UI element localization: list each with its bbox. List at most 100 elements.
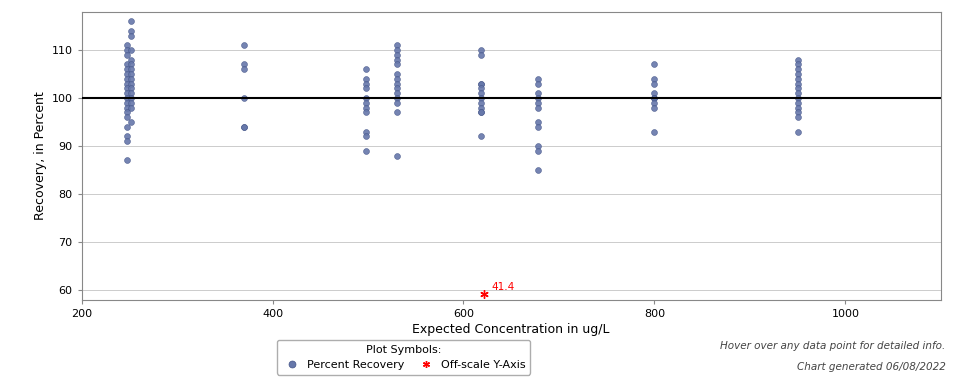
Point — [473, 52, 489, 58]
Point — [389, 42, 404, 48]
Point — [647, 95, 662, 101]
Point — [120, 100, 135, 106]
Point — [530, 104, 545, 111]
Point — [647, 104, 662, 111]
Point — [530, 95, 545, 101]
Point — [120, 138, 135, 144]
Point — [124, 71, 139, 77]
Point — [530, 167, 545, 173]
Point — [389, 85, 404, 91]
Point — [358, 66, 373, 72]
Point — [120, 76, 135, 82]
Point — [389, 61, 404, 67]
Text: 41.4: 41.4 — [492, 282, 515, 292]
Point — [124, 119, 139, 125]
Point — [389, 52, 404, 58]
Point — [124, 66, 139, 72]
Point — [120, 90, 135, 96]
Point — [647, 95, 662, 101]
Point — [790, 66, 805, 72]
Point — [124, 85, 139, 91]
Point — [358, 81, 373, 87]
Point — [473, 109, 489, 116]
Point — [389, 56, 404, 63]
Point — [530, 76, 545, 82]
Point — [120, 61, 135, 67]
Point — [236, 95, 252, 101]
Point — [124, 104, 139, 111]
Point — [124, 100, 139, 106]
Point — [124, 90, 139, 96]
Point — [473, 90, 489, 96]
Point — [124, 56, 139, 63]
Point — [124, 76, 139, 82]
Point — [473, 95, 489, 101]
Point — [389, 100, 404, 106]
Point — [389, 90, 404, 96]
Point — [389, 71, 404, 77]
Point — [790, 100, 805, 106]
Point — [473, 109, 489, 116]
Point — [358, 100, 373, 106]
Point — [120, 109, 135, 116]
Point — [790, 128, 805, 135]
Point — [358, 85, 373, 91]
Point — [647, 100, 662, 106]
Text: Chart generated 06/08/2022: Chart generated 06/08/2022 — [797, 362, 946, 372]
Point — [120, 52, 135, 58]
Point — [358, 95, 373, 101]
Point — [120, 66, 135, 72]
Point — [530, 143, 545, 149]
Point — [124, 18, 139, 24]
Point — [124, 28, 139, 34]
Point — [120, 47, 135, 53]
Point — [124, 95, 139, 101]
Point — [120, 157, 135, 164]
Point — [790, 95, 805, 101]
Point — [647, 81, 662, 87]
Point — [120, 104, 135, 111]
Point — [530, 124, 545, 130]
Legend: Percent Recovery, Off-scale Y-Axis: Percent Recovery, Off-scale Y-Axis — [276, 340, 530, 375]
Point — [790, 71, 805, 77]
Point — [120, 71, 135, 77]
Point — [530, 119, 545, 125]
Point — [389, 76, 404, 82]
Point — [389, 152, 404, 159]
Point — [473, 81, 489, 87]
Point — [120, 114, 135, 120]
Point — [358, 76, 373, 82]
Point — [790, 109, 805, 116]
Point — [790, 56, 805, 63]
Point — [124, 81, 139, 87]
Point — [790, 104, 805, 111]
Point — [358, 109, 373, 116]
Point — [790, 81, 805, 87]
Point — [790, 76, 805, 82]
Y-axis label: Recovery, in Percent: Recovery, in Percent — [35, 91, 47, 220]
Point — [120, 95, 135, 101]
Point — [358, 128, 373, 135]
Point — [530, 148, 545, 154]
Point — [236, 66, 252, 72]
Point — [473, 100, 489, 106]
Point — [790, 85, 805, 91]
Point — [389, 81, 404, 87]
Point — [790, 61, 805, 67]
Point — [790, 114, 805, 120]
Point — [647, 61, 662, 67]
Point — [120, 81, 135, 87]
Point — [473, 47, 489, 53]
Point — [124, 33, 139, 39]
Point — [236, 124, 252, 130]
Point — [473, 104, 489, 111]
X-axis label: Expected Concentration in ug/L: Expected Concentration in ug/L — [413, 323, 610, 336]
Point — [530, 100, 545, 106]
Point — [530, 81, 545, 87]
Point — [790, 90, 805, 96]
Point — [389, 109, 404, 116]
Point — [647, 76, 662, 82]
Point — [120, 124, 135, 130]
Point — [389, 95, 404, 101]
Point — [120, 133, 135, 139]
